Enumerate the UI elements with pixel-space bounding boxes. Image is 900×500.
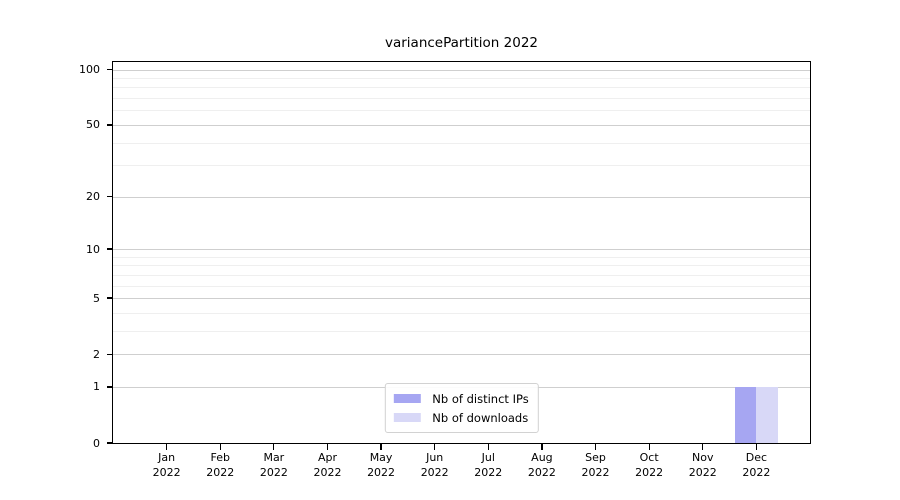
x-tick-label: Sep 2022 [568, 450, 624, 480]
x-tick-label: Feb 2022 [192, 450, 248, 480]
legend: Nb of distinct IPs Nb of downloads [384, 383, 539, 433]
gridline-major [113, 298, 810, 300]
gridline-minor [113, 285, 810, 287]
x-tick-label: Jun 2022 [407, 450, 463, 480]
x-tick [702, 444, 704, 450]
x-tick-year: 2022 [152, 466, 181, 479]
y-tick-label: 1 [93, 380, 100, 394]
x-tick-month: Jan [158, 451, 176, 464]
x-tick-year: 2022 [527, 466, 556, 479]
y-tick-label: 100 [79, 63, 100, 77]
gridline-minor [113, 165, 810, 167]
y-tick [107, 353, 113, 355]
x-tick [487, 444, 489, 450]
gridline-major [113, 354, 810, 356]
x-tick-label: Jan 2022 [139, 450, 195, 480]
x-tick-month: Apr [317, 451, 337, 464]
x-tick-year: 2022 [367, 466, 396, 479]
gridline-minor [113, 98, 810, 100]
legend-label: Nb of downloads [432, 410, 529, 425]
x-tick-year: 2022 [635, 466, 664, 479]
x-tick-label: Nov 2022 [675, 450, 731, 480]
gridline-major [113, 69, 810, 71]
gridline-minor [113, 78, 810, 80]
x-tick-month: Sep [585, 451, 606, 464]
y-tick [107, 248, 113, 250]
y-tick-label: 50 [86, 118, 100, 132]
x-tick [594, 444, 597, 450]
x-tick-year: 2022 [206, 466, 235, 479]
x-tick [326, 444, 329, 450]
y-tick-label: 2 [93, 347, 100, 361]
x-tick [541, 444, 543, 450]
x-tick-year: 2022 [742, 466, 771, 479]
x-tick-year: 2022 [688, 466, 717, 479]
x-tick-month: Aug [531, 451, 553, 464]
bar-nb-of-distinct-ips-dec [734, 386, 757, 443]
legend-swatch [393, 413, 421, 422]
y-tick [107, 442, 113, 444]
y-tick-label: 0 [93, 436, 100, 450]
x-tick-label: Mar 2022 [246, 450, 302, 480]
x-tick-month: Jul [481, 451, 495, 464]
x-tick-year: 2022 [581, 466, 610, 479]
legend-label: Nb of distinct IPs [432, 391, 529, 406]
bar-nb-of-downloads-dec [756, 386, 778, 443]
x-tick-label: Aug 2022 [514, 450, 570, 480]
legend-item: Nb of distinct IPs [393, 389, 529, 408]
plot-area: Nb of distinct IPs Nb of downloads [112, 61, 811, 444]
x-tick-year: 2022 [420, 466, 449, 479]
gridline-minor [113, 312, 810, 314]
x-tick-label: Apr 2022 [299, 450, 355, 480]
y-tick [107, 386, 113, 388]
x-tick-month: Mar [263, 451, 285, 464]
x-tick-label: Oct 2022 [621, 450, 677, 480]
x-tick-label: Jul 2022 [460, 450, 516, 480]
x-tick-month: Jun [426, 451, 444, 464]
x-tick-month: Oct [639, 451, 659, 464]
x-tick-year: 2022 [474, 466, 503, 479]
x-tick-month: May [369, 451, 393, 464]
x-tick [219, 444, 221, 450]
legend-swatch [393, 394, 421, 403]
y-tick-label: 20 [86, 190, 100, 204]
x-tick-year: 2022 [259, 466, 288, 479]
x-tick-month: Feb [210, 451, 230, 464]
x-tick-label: May 2022 [353, 450, 409, 480]
x-tick-month: Nov [692, 451, 714, 464]
x-tick [755, 444, 757, 450]
gridline-minor [113, 256, 810, 258]
x-tick [434, 444, 436, 450]
x-tick [166, 444, 168, 450]
y-tick-label: 5 [93, 291, 100, 305]
x-tick-year: 2022 [313, 466, 342, 479]
legend-item: Nb of downloads [393, 408, 528, 427]
gridline-minor [113, 265, 810, 267]
x-tick [648, 444, 650, 450]
gridline-minor [113, 274, 810, 276]
x-tick [380, 444, 382, 450]
y-tick [107, 124, 113, 126]
gridline-major [113, 249, 810, 250]
gridline-minor [113, 110, 810, 112]
x-tick-month: Dec [745, 451, 768, 464]
x-tick [273, 444, 275, 450]
gridline-major [113, 124, 810, 126]
gridline-minor [113, 142, 810, 144]
y-tick [107, 69, 113, 71]
y-tick [107, 196, 113, 198]
gridline-minor [113, 330, 810, 332]
chart-title: variancePartition 2022 [384, 35, 539, 51]
y-tick [107, 297, 113, 299]
y-tick-label: 10 [86, 242, 100, 256]
x-tick-label: Dec 2022 [728, 450, 784, 480]
gridline-minor [113, 87, 810, 89]
gridline-major [113, 196, 810, 198]
